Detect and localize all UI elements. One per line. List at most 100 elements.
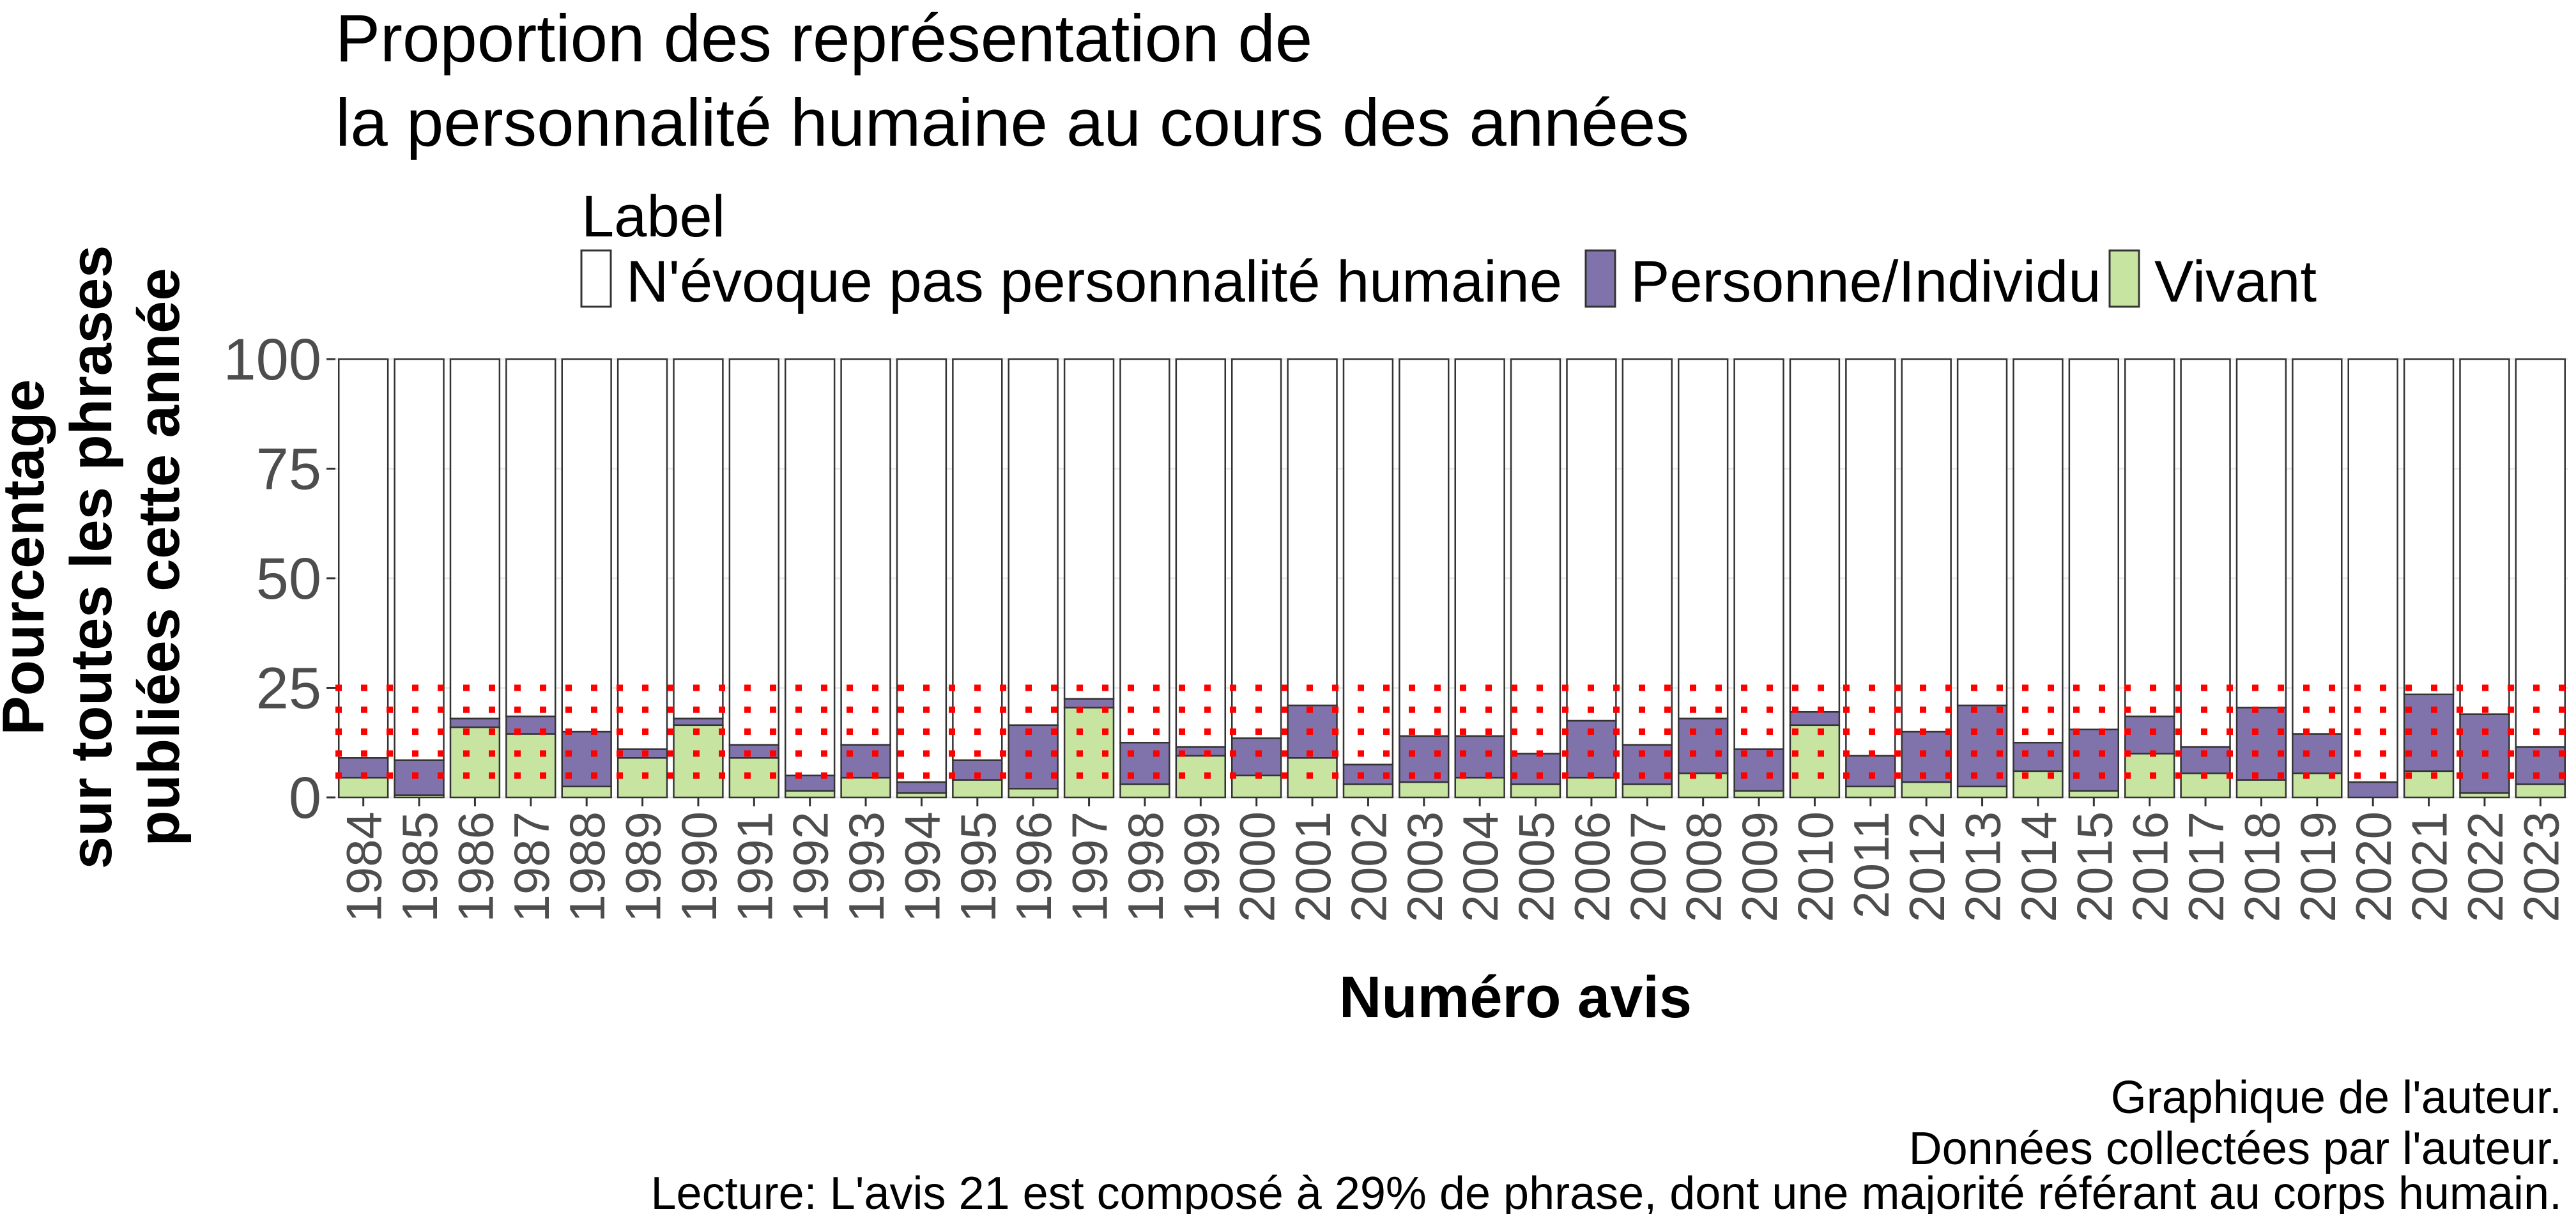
x-tick-label-2020: 2020 [2345, 811, 2402, 923]
bar-2007-series-2 [1621, 358, 1673, 746]
bar-2012-series-2 [1901, 358, 1952, 733]
y-tick-label-100: 100 [224, 327, 322, 392]
x-tick-label-1991: 1991 [726, 811, 783, 923]
bar-2003-series-2 [1399, 358, 1450, 737]
bar-2023-series-1 [2515, 746, 2566, 785]
bar-2004-series-2 [1454, 358, 1505, 737]
bar-2011-series-1 [1845, 755, 1896, 788]
x-tick-label-1993: 1993 [838, 811, 894, 923]
chart-title-line1: Proportion des représentation de [335, 1, 1312, 76]
x-tick-label-1987: 1987 [503, 811, 560, 923]
bar-2002-series-2 [1342, 358, 1394, 765]
bar-2014-series-1 [2012, 742, 2064, 772]
bar-2015-series-0 [2068, 790, 2120, 799]
bar-2021-series-2 [2403, 358, 2455, 696]
bar-1987-series-0 [505, 733, 556, 799]
x-tick-label-1998: 1998 [1117, 811, 1174, 923]
bar-2022-series-2 [2459, 358, 2510, 715]
caption-line2: Données collectées par l'auteur. [1909, 1123, 2562, 1174]
bar-1984-series-0 [337, 776, 389, 799]
x-axis-ticks: 1984 1985 1986 1987 1988 1989 1990 1991 1992 1993… [336, 797, 2569, 923]
bar-1993-series-1 [840, 744, 891, 779]
bar-1987-series-1 [505, 715, 556, 735]
x-tick-label-2004: 2004 [1452, 811, 1508, 923]
x-tick-label-1997: 1997 [1062, 811, 1118, 923]
legend-key-1 [1584, 249, 1616, 308]
caption-line1: Graphique de l'auteur. [2111, 1072, 2562, 1123]
bar-1984-series-2 [337, 358, 389, 759]
bar-2007-series-0 [1621, 783, 1673, 799]
x-axis-title: Numéro avis [1339, 965, 1692, 1030]
x-tick-label-1999: 1999 [1173, 811, 1229, 923]
x-tick-label-2011: 2011 [1843, 811, 1899, 919]
bar-2007-series-1 [1621, 744, 1673, 785]
y-axis-title-line1: Pourcentage [0, 379, 56, 735]
x-tick-label-2016: 2016 [2122, 811, 2179, 923]
bar-2009-series-1 [1733, 748, 1784, 792]
y-axis-title-line2: sur toutes les phrases [59, 245, 124, 870]
bar-1997-series-2 [1063, 358, 1115, 700]
bar-2009-series-2 [1733, 358, 1784, 750]
bar-1998-series-0 [1119, 783, 1170, 799]
bar-2006-series-2 [1566, 358, 1617, 722]
bar-2006-series-0 [1566, 776, 1617, 799]
bar-2003-series-0 [1399, 781, 1450, 799]
bar-2009-series-0 [1733, 790, 1784, 799]
bar-2004-series-0 [1454, 776, 1505, 799]
x-tick-label-2012: 2012 [1899, 811, 1955, 923]
x-tick-label-2022: 2022 [2457, 811, 2513, 923]
legend-label-2: Vivant [2154, 249, 2317, 314]
x-tick-label-2008: 2008 [1676, 811, 1732, 923]
bar-2018-series-0 [2235, 779, 2287, 799]
bar-2005-series-2 [1510, 358, 1561, 755]
y-tick-label-75: 75 [256, 437, 321, 502]
x-tick-label-2007: 2007 [1620, 811, 1676, 923]
bar-2010-series-2 [1789, 358, 1841, 713]
bar-1999-series-2 [1175, 358, 1227, 748]
bar-2005-series-0 [1510, 783, 1561, 799]
bar-2020-series-1 [2347, 781, 2398, 799]
x-tick-label-1992: 1992 [783, 811, 839, 923]
bar-2019-series-2 [2292, 358, 2343, 735]
x-tick-label-2003: 2003 [1397, 811, 1453, 923]
bar-1989-series-2 [617, 358, 668, 750]
bar-1988-series-2 [561, 358, 612, 733]
x-tick-label-1988: 1988 [559, 811, 615, 923]
bar-1996-series-0 [1008, 788, 1059, 799]
legend-title: Label [581, 184, 725, 249]
bar-2004-series-1 [1454, 735, 1505, 779]
bar-2016-series-1 [2124, 715, 2175, 755]
bar-1986-series-0 [449, 726, 501, 799]
x-tick-label-2014: 2014 [2011, 811, 2067, 923]
bar-2018-series-2 [2235, 358, 2287, 709]
bar-2011-series-0 [1845, 785, 1896, 799]
bar-1994-series-1 [896, 781, 947, 794]
bar-1985-series-1 [394, 759, 445, 796]
bar-2021-series-1 [2403, 693, 2455, 772]
x-tick-label-2015: 2015 [2066, 811, 2122, 923]
reference-lines [335, 684, 2568, 779]
bar-2015-series-1 [2068, 728, 2120, 792]
bar-1996-series-1 [1008, 724, 1059, 790]
bar-2002-series-0 [1342, 783, 1394, 799]
bar-2014-series-0 [2012, 770, 2064, 799]
x-tick-label-2018: 2018 [2234, 811, 2290, 923]
y-tick-label-25: 25 [256, 656, 321, 721]
bar-2012-series-1 [1901, 730, 1952, 783]
bar-2000-series-1 [1230, 737, 1282, 776]
bar-1988-series-0 [561, 785, 612, 799]
x-tick-label-2001: 2001 [1285, 811, 1341, 923]
bar-2023-series-0 [2515, 783, 2566, 799]
x-tick-label-2019: 2019 [2290, 811, 2346, 923]
bar-1995-series-2 [952, 358, 1003, 761]
legend-label-0: N'évoque pas personnalité humaine [626, 249, 1562, 314]
bar-1987-series-2 [505, 358, 556, 718]
x-tick-label-1995: 1995 [950, 811, 1006, 923]
bar-1986-series-1 [449, 718, 501, 728]
bar-1985-series-2 [394, 358, 445, 761]
bar-2000-series-0 [1230, 774, 1282, 799]
legend-key-2 [2108, 249, 2140, 308]
x-tick-label-1986: 1986 [447, 811, 503, 923]
legend-label-1: Personne/Individu [1630, 249, 2101, 314]
